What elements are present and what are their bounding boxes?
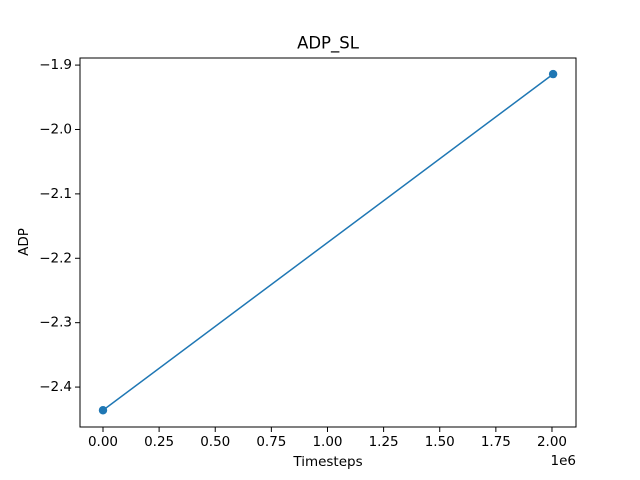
data-point: [98, 406, 108, 415]
y-axis-label: ADP: [16, 228, 32, 256]
data-point: [548, 69, 558, 79]
x-tick-label: 0.75: [256, 434, 286, 450]
x-tick-label: 0.00: [88, 434, 118, 450]
y-tick-label: −2.0: [39, 121, 72, 137]
x-tick-label: 1.00: [312, 434, 342, 450]
y-tick-label: −2.4: [39, 379, 72, 395]
x-tick-label: 0.25: [144, 434, 174, 450]
chart-title: ADP_SL: [297, 34, 360, 54]
x-offset-label: 1e6: [551, 453, 576, 469]
data-line: [102, 73, 554, 411]
y-tick-label: −2.3: [39, 315, 72, 331]
x-tick-label: 0.50: [200, 434, 230, 450]
plot-frame: [79, 57, 577, 428]
x-tick-label: 1.25: [369, 434, 399, 450]
y-tick-label: −1.9: [39, 57, 72, 73]
x-tick-label: 2.00: [537, 434, 567, 450]
x-tick-label: 1.75: [481, 434, 511, 450]
x-tick-label: 1.50: [425, 434, 455, 450]
y-tick-label: −2.2: [39, 250, 72, 266]
y-tick-label: −2.1: [39, 186, 72, 202]
x-axis-label: Timesteps: [292, 454, 362, 470]
